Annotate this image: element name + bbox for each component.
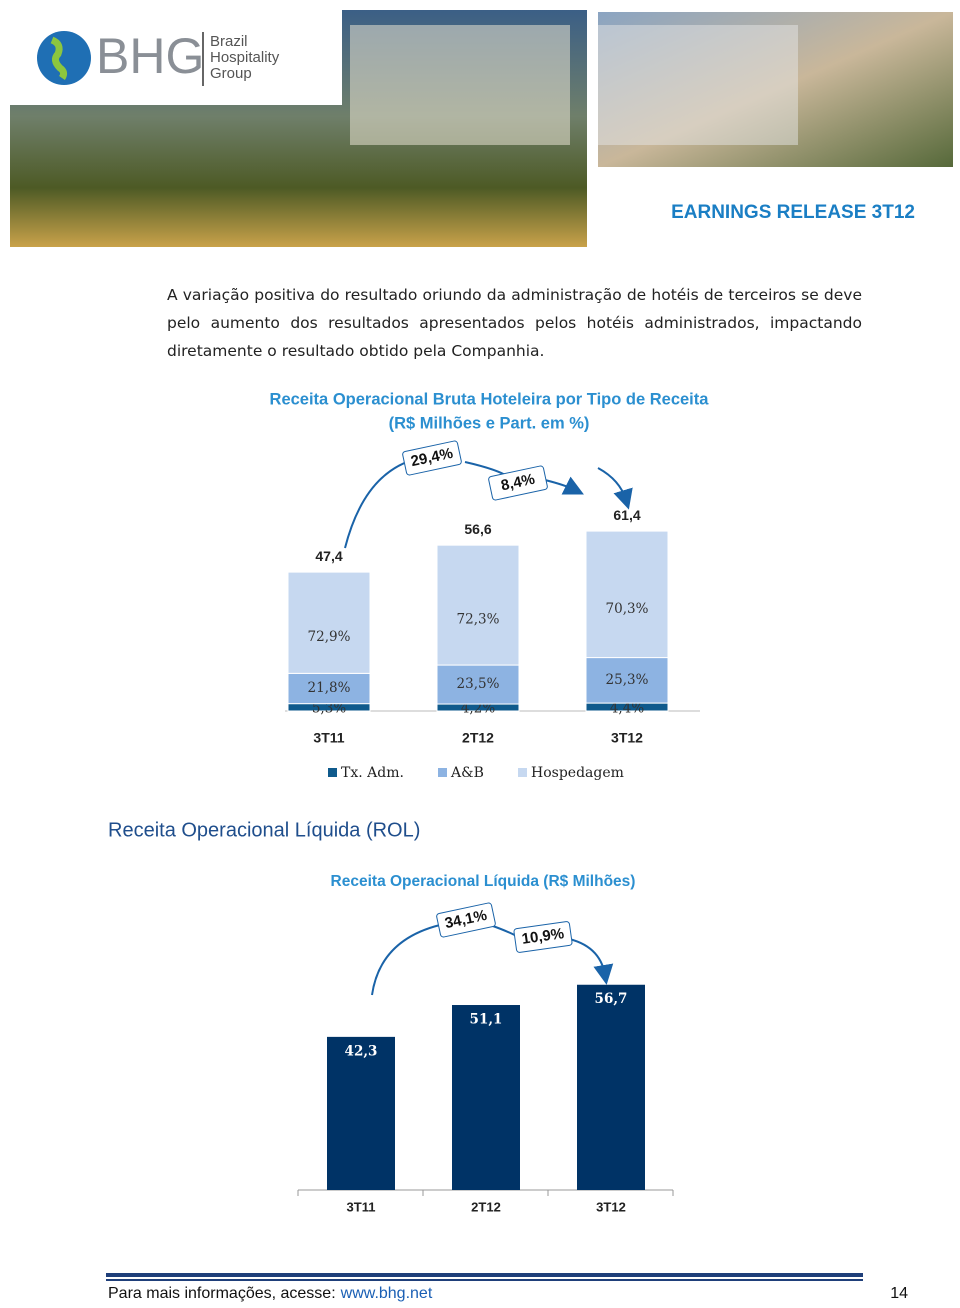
building — [598, 25, 798, 145]
legend-swatch — [328, 768, 337, 777]
total-label: 56,6 — [464, 521, 491, 537]
growth-arrow — [544, 476, 584, 495]
bar-segment — [585, 530, 669, 659]
growth-badge — [402, 440, 462, 476]
growth-badge — [488, 465, 548, 501]
footer: Para mais informações, acesse: www.bhg.ne… — [108, 1285, 908, 1303]
growth-label: 8,4% — [499, 471, 536, 495]
logo-globe — [37, 31, 91, 85]
value-label: 56,7 — [595, 991, 628, 1007]
logo-text: Group — [210, 65, 252, 82]
x-tick-label: 3T12 — [611, 730, 643, 746]
chart-title: Receita Operacional Líquida (R$ Milhões) — [331, 873, 636, 890]
footer-rule — [106, 1273, 863, 1277]
total-label: 47,4 — [315, 548, 342, 564]
segment-label: 72,9% — [308, 629, 351, 645]
page-number: 14 — [890, 1285, 908, 1302]
value-label: 42,3 — [345, 1043, 378, 1059]
segment-label: 4,4% — [610, 701, 644, 717]
growth-arrow — [597, 467, 633, 510]
segment-label: 25,3% — [606, 672, 649, 688]
chart-title: Receita Operacional Bruta Hoteleira por … — [270, 390, 710, 408]
chart-subtitle: (R$ Milhões e Part. em %) — [389, 414, 590, 432]
legend-swatch — [438, 768, 447, 777]
bar — [452, 1005, 520, 1190]
legend-label: Tx. Adm. — [341, 765, 404, 781]
growth-badge — [436, 902, 496, 938]
x-tick-label: 2T12 — [462, 730, 494, 746]
x-tick-label: 3T11 — [347, 1199, 376, 1214]
legend-label: A&B — [450, 765, 484, 781]
footer-rule — [106, 1279, 863, 1281]
growth-label: 10,9% — [521, 925, 565, 948]
footer-text: Para mais informações, acesse: — [108, 1285, 336, 1302]
logo-text: Hospitality — [210, 49, 280, 66]
section-title: Receita Operacional Líquida (ROL) — [108, 819, 420, 841]
bar-segment — [287, 571, 371, 674]
legend-swatch — [518, 768, 527, 777]
bar — [327, 1036, 395, 1190]
report-title: EARNINGS RELEASE 3T12 — [671, 202, 915, 223]
bar — [577, 984, 645, 1190]
growth-arrow — [371, 924, 441, 996]
bar-segment — [287, 672, 371, 705]
growth-badge — [513, 921, 573, 953]
segment-label: 5,3% — [312, 701, 346, 717]
legend-label: Hospedagem — [531, 765, 624, 781]
x-tick-label: 2T12 — [471, 1199, 501, 1214]
bar-segment — [436, 544, 520, 666]
footer-link[interactable]: www.bhg.net — [340, 1285, 433, 1302]
total-label: 61,4 — [613, 507, 640, 523]
segment-label: 72,3% — [457, 612, 500, 628]
logo-text: BHG — [96, 28, 204, 84]
logo-globe — [50, 36, 68, 80]
segment-label: 70,3% — [606, 601, 649, 617]
segment-label: 23,5% — [457, 676, 500, 692]
logo-text: Brazil — [210, 33, 248, 50]
value-label: 51,1 — [470, 1012, 503, 1028]
segment-label: 21,8% — [308, 680, 351, 696]
paragraph: A variação positiva do resultado oriundo… — [167, 286, 862, 360]
x-tick-label: 3T11 — [313, 730, 344, 746]
bar-segment — [436, 664, 520, 705]
building — [350, 25, 570, 145]
x-tick-label: 3T12 — [596, 1199, 626, 1214]
